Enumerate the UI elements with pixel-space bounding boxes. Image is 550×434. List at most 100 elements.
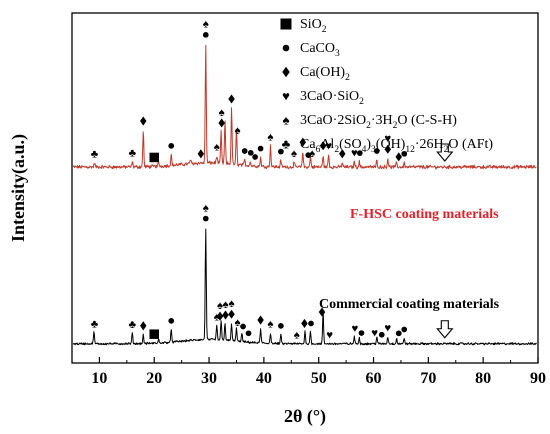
csh-spade-icon: ♠: [235, 125, 241, 137]
phase-marker-bottom: [240, 323, 246, 330]
phase-marker-top: [252, 154, 258, 160]
phase-marker-top: [197, 149, 205, 159]
csh-spade-icon: ♠: [214, 142, 220, 154]
phase-marker-bottom: [245, 330, 252, 337]
csh-spade-icon: ♠: [214, 311, 220, 323]
phase-marker-bottom: [395, 330, 402, 337]
phase-marker-bottom: ♠: [203, 202, 209, 222]
caco3-circle-icon: [168, 318, 175, 324]
legend-text: ·26H: [415, 137, 444, 152]
legend-label: SiO2: [300, 17, 327, 35]
caco3-circle-icon: [401, 326, 408, 333]
phase-marker-bottom: [358, 330, 365, 336]
phase-marker-bottom: [318, 307, 326, 317]
c3s-heart-icon: ♥: [384, 323, 391, 335]
x-tick-label-20: 20: [146, 370, 162, 387]
c3s-heart-icon: ♥: [351, 148, 358, 160]
caoh2-diamond-icon: [301, 318, 308, 329]
x-tick-label-40: 40: [256, 370, 272, 387]
caoh2-diamond-icon: [339, 149, 346, 159]
phase-marker-top: [247, 149, 254, 156]
legend-text: 3CaO·SiO: [300, 89, 359, 104]
legend-label: Ca(OH)2: [300, 65, 350, 83]
phase-marker-bottom: [257, 315, 264, 325]
caco3-circle-icon: [395, 330, 402, 337]
legend-entry-club: ♣ Ca6Al2(SO4)3(OH)12·26H2O (AFt): [282, 136, 494, 155]
caco3-circle-icon: [278, 148, 284, 155]
phase-marker-top: [140, 116, 147, 126]
legend-entry-diamond: Ca(OH)2: [282, 65, 350, 83]
caco3-circle-icon: [356, 150, 363, 157]
caco3-circle-icon: [308, 320, 314, 327]
caco3-circle-icon: [245, 330, 252, 337]
phase-marker-bottom: [378, 331, 385, 338]
legend-entry-circle: CaCO3: [282, 41, 340, 59]
legend-entry-square: SiO2: [280, 17, 327, 35]
hollow-arrow-icon: [436, 143, 454, 162]
caoh2-diamond-icon: [318, 307, 326, 317]
series-0-trace: [72, 44, 537, 170]
aft-club-icon: ♣: [129, 147, 137, 159]
legend-label: CaCO3: [300, 41, 340, 59]
csh-spade-icon: ♠: [222, 299, 228, 311]
caoh2-diamond-icon: [257, 315, 264, 325]
phase-marker-top: [241, 148, 248, 154]
phase-marker-bottom: [278, 323, 284, 329]
phase-marker-bottom: ♠: [294, 330, 300, 342]
csh-spade-icon: ♠: [235, 317, 241, 329]
c3s-heart-icon: ♥: [384, 133, 391, 145]
caco3-circle-icon: [305, 152, 312, 158]
caoh2-diamond-icon: [384, 144, 392, 154]
legend-entry-heart: ♥ 3CaO·SiO2: [282, 88, 364, 107]
subscript: 12: [405, 145, 415, 155]
x-tick-label-80: 80: [475, 370, 491, 387]
phase-marker-top: ♠: [218, 107, 225, 128]
subscript: 2: [366, 121, 371, 131]
phase-marker-bottom: ♠: [267, 319, 273, 331]
caco3-circle-icon: [378, 331, 385, 338]
legend-text: 3CaO·2SiO: [300, 113, 366, 128]
phase-marker-top: ♥: [384, 133, 391, 154]
phase-markers: ♣ ♣♠♠♠♠♠♠ ♠♥♥♥♣ ♣♠♠♠ ♠ ♠♠ ♠♠ ♥♥ ♥ ♥: [91, 19, 408, 342]
phase-marker-top: [395, 152, 402, 162]
y-axis-label: Intensity(a.u.): [8, 134, 29, 242]
phase-marker-top: ♠: [267, 131, 273, 143]
phase-marker-bottom: [301, 318, 308, 329]
subscript: 2: [359, 97, 364, 107]
phase-marker-top: ♥: [351, 148, 358, 160]
legend-text: SiO: [300, 17, 322, 32]
aft-club-icon: ♣: [282, 136, 291, 151]
legend-text: (SO: [339, 137, 362, 152]
phase-marker-top: [299, 137, 307, 147]
subscript: 3: [371, 145, 376, 155]
phase-marker-top: ♠: [235, 125, 241, 137]
csh-spade-icon: ♠: [267, 131, 273, 143]
series-label-commercial: Commercial coating materials: [319, 297, 500, 312]
csh-spade-icon: ♠: [309, 148, 315, 160]
phase-marker-bottom: [168, 318, 175, 324]
phase-marker-bottom: [401, 326, 408, 333]
legend-label: 3CaO·2SiO2·3H2O (C-S-H): [300, 113, 457, 131]
phase-marker-bottom: ♥: [384, 323, 391, 335]
x-axis-label: 2θ (°): [284, 406, 326, 427]
hollow-arrow-icon: [436, 320, 454, 339]
phase-marker-bottom: ♠: [228, 298, 235, 319]
phase-marker-top: ♠: [309, 148, 315, 160]
caoh2-diamond-icon: [218, 118, 225, 128]
series-0-arrow: [436, 143, 454, 162]
caoh2-diamond-icon: [299, 137, 307, 147]
aft-club-icon: ♣: [91, 318, 99, 330]
csh-spade-icon: ♠: [217, 300, 223, 312]
x-tick-label-60: 60: [366, 370, 382, 387]
caoh2-diamond-icon: [282, 66, 290, 78]
x-tick-label-30: 30: [201, 370, 217, 387]
c3s-heart-icon: ♥: [325, 141, 332, 153]
subscript: 2: [322, 25, 327, 35]
caoh2-diamond-icon: [228, 309, 235, 319]
caco3-circle-icon: [282, 44, 290, 52]
caco3-circle-icon: [202, 31, 209, 38]
phase-marker-bottom: ♠: [222, 299, 229, 320]
subscript: 2: [345, 73, 350, 83]
phase-marker-top: [373, 148, 380, 154]
